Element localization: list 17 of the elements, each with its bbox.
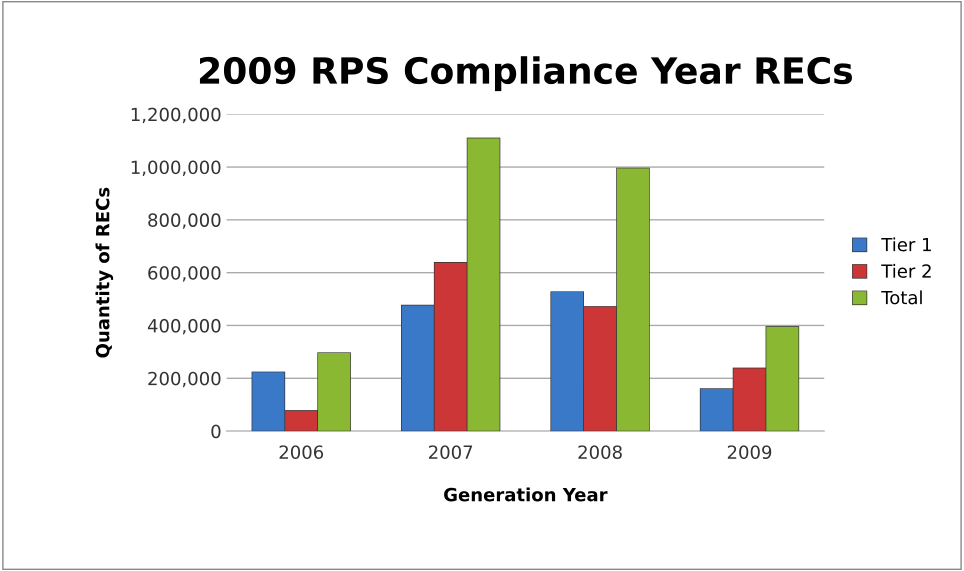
y-tick-label: 0	[211, 424, 220, 438]
chart-title: 2009 RPS Compliance Year RECs	[200, 56, 852, 92]
legend-label: Total	[881, 290, 922, 304]
y-tick-label: 800,000	[148, 213, 220, 229]
x-axis-title: Generation Year	[444, 487, 608, 502]
x-tick-label: 2009	[728, 445, 772, 459]
y-tick-label: 400,000	[148, 318, 220, 334]
x-tick-label: 2007	[429, 445, 472, 459]
y-tick-label: 200,000	[148, 372, 220, 388]
legend-label: Tier 2	[881, 264, 931, 278]
y-tick-label: 1,200,000	[132, 108, 220, 124]
y-tick-label: 1,000,000	[132, 160, 220, 176]
y-tick-label: 600,000	[148, 266, 220, 282]
x-tick-label: 2008	[578, 445, 622, 459]
x-tick-label: 2006	[280, 445, 324, 459]
legend-label: Tier 1	[881, 237, 931, 252]
y-axis-title: Quantity of RECs	[96, 188, 114, 358]
